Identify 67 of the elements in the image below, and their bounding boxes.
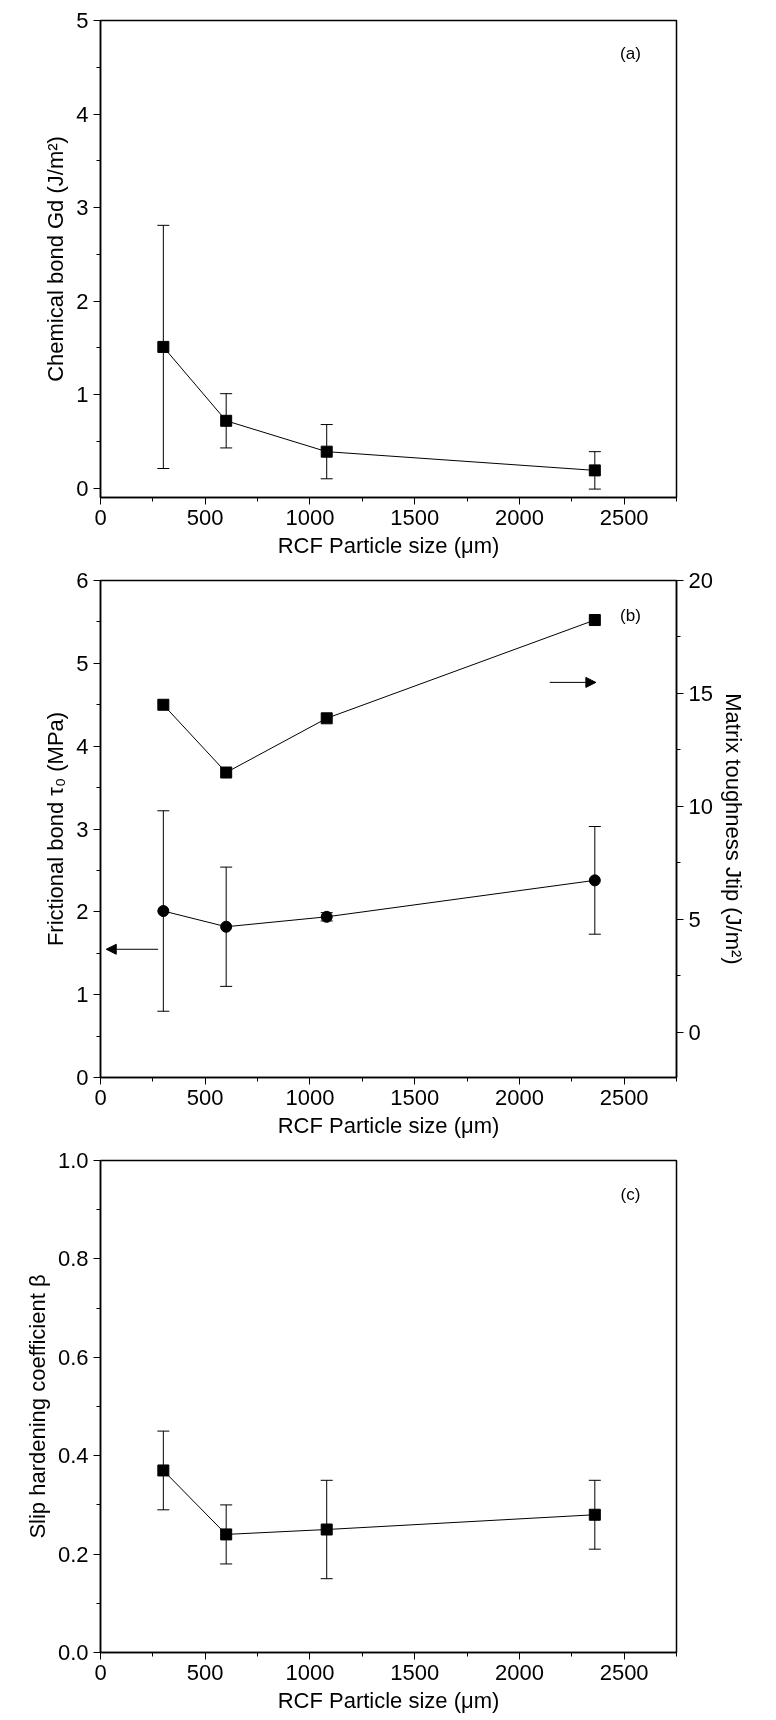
y-axis-title: Slip hardening coefficient β — [24, 1274, 50, 1539]
y-tick-label: 5 — [76, 8, 89, 33]
x-tick-label: 2000 — [494, 1084, 544, 1110]
x-axis-title: RCF Particle size (μm) — [277, 1687, 500, 1713]
x-tick-label: 2500 — [599, 1659, 649, 1685]
point — [588, 874, 601, 887]
x-tick-label: 2000 — [494, 1659, 544, 1685]
y2-tick-label: 0 — [688, 1019, 701, 1045]
point — [157, 905, 170, 917]
y2-tick-label: 10 — [688, 793, 713, 819]
point — [157, 1464, 170, 1477]
point — [157, 698, 170, 711]
point — [157, 340, 170, 353]
x-tick-label: 1500 — [390, 504, 440, 530]
x-tick-label: 1500 — [390, 1659, 440, 1685]
point — [320, 712, 333, 725]
y-tick-label: 0.8 — [57, 1246, 89, 1272]
y-tick-label: 3 — [76, 195, 89, 221]
x-tick-label: 1500 — [390, 1084, 440, 1110]
point — [320, 1523, 333, 1536]
y2-tick-label: 15 — [688, 680, 713, 706]
x-tick-label: 500 — [186, 1084, 224, 1110]
y-tick-label: 1 — [76, 382, 89, 408]
annotation: (a) — [620, 44, 641, 64]
point — [588, 614, 601, 627]
x-axis-title: RCF Particle size (μm) — [277, 1112, 500, 1138]
point — [220, 766, 233, 779]
point — [220, 1528, 233, 1541]
y-tick-label: 0.2 — [57, 1541, 89, 1567]
annotation: (b) — [620, 605, 641, 625]
y-tick-label: 3 — [76, 816, 89, 842]
y-tick-label: 4 — [76, 733, 89, 759]
x-tick-label: 2000 — [494, 504, 544, 530]
x-axis-title: RCF Particle size (μm) — [277, 532, 500, 558]
y-tick-label: 0.6 — [57, 1344, 89, 1370]
x-tick-label: 0 — [94, 1084, 107, 1110]
x-tick-label: 500 — [186, 504, 224, 530]
y-axis-title: Frictional bond τ₀ (MPa) — [43, 711, 69, 947]
y2-tick-label: 20 — [688, 568, 713, 593]
y-tick-label: 5 — [76, 650, 89, 676]
y-tick-label: 1 — [76, 982, 89, 1008]
y2-tick-label: 5 — [688, 906, 701, 932]
y-tick-label: 0.4 — [57, 1443, 89, 1469]
y-tick-label: 0 — [76, 1065, 89, 1090]
point — [588, 1508, 601, 1521]
x-tick-label: 1000 — [285, 1659, 335, 1685]
x-tick-label: 1000 — [285, 504, 335, 530]
x-tick-label: 2500 — [599, 504, 649, 530]
y-tick-label: 1.0 — [57, 1148, 89, 1173]
x-tick-label: 1000 — [285, 1084, 335, 1110]
y-axis-title: Chemical bond Gd (J/m²) — [43, 136, 69, 382]
y-tick-label: 4 — [76, 101, 89, 127]
y-tick-label: 2 — [76, 288, 89, 314]
y-tick-label: 2 — [76, 899, 89, 925]
x-tick-label: 0 — [94, 1659, 107, 1685]
point — [220, 920, 233, 933]
y-tick-label: 0 — [76, 475, 89, 501]
x-tick-label: 0 — [94, 504, 107, 530]
x-tick-label: 2500 — [599, 1084, 649, 1110]
y-tick-label: 6 — [76, 568, 89, 593]
y-tick-label: 0.0 — [57, 1640, 89, 1665]
y2-axis-title: Matrix toughness Jtip (J/m²) — [720, 693, 746, 965]
point — [220, 414, 233, 427]
point — [320, 445, 333, 458]
point — [588, 464, 601, 477]
annotation: (c) — [620, 1185, 641, 1205]
x-tick-label: 500 — [186, 1659, 224, 1685]
